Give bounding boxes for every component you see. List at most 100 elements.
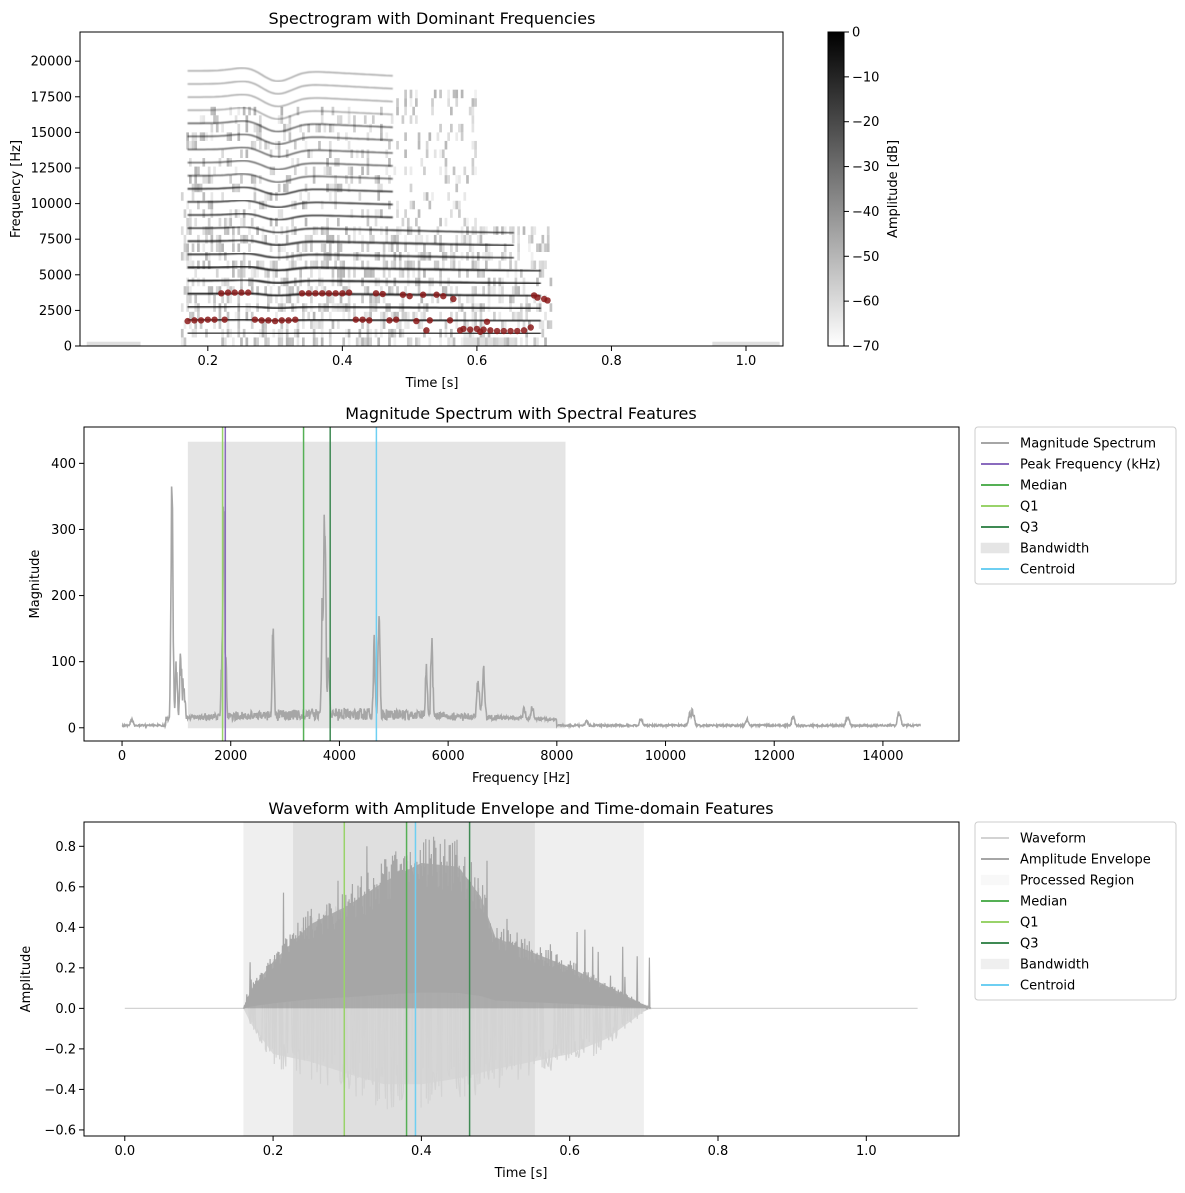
spectrogram-cell — [406, 269, 410, 278]
spectrogram-cell — [275, 217, 278, 227]
harmonic-band — [187, 278, 541, 285]
waveform-legend-label: Q1 — [1020, 916, 1039, 931]
spectrogram-cell — [334, 260, 337, 270]
spectrogram-cell — [417, 286, 421, 295]
spectrogram-cell — [307, 192, 311, 201]
spectrogram-cell — [541, 243, 545, 253]
spectrogram-cell — [347, 311, 351, 321]
harmonic-band — [187, 146, 393, 158]
spectrogram-cell — [544, 243, 547, 253]
spectrogram-cell — [544, 260, 547, 270]
spectrogram-cell — [460, 226, 464, 235]
dominant-frequency-marker — [413, 317, 420, 325]
spectrogram-cell — [404, 89, 407, 99]
spectrogram-cell — [366, 320, 370, 329]
spectrogram-cell — [253, 337, 257, 346]
spectrogram-cell — [180, 303, 184, 312]
spectrum-plot-area — [121, 427, 922, 741]
spectrogram-cell — [269, 286, 273, 295]
spectrogram-cell — [336, 115, 340, 124]
spectrogram-cell — [202, 243, 206, 253]
spectrogram-cell — [315, 320, 319, 329]
colorbar-ticks: 0 −10 −20 −30 −40 −50 −60 −70 — [844, 26, 879, 355]
spectrogram-cell — [377, 294, 381, 304]
spectrogram-cell — [194, 175, 198, 184]
spectrogram-cell — [476, 260, 480, 270]
colorbar-tick-label: −30 — [852, 160, 879, 175]
spectrogram-cell — [380, 286, 383, 295]
spectrogram-cell — [404, 311, 407, 321]
spectrogram-cell — [210, 192, 214, 201]
spectrogram-cell — [474, 149, 477, 159]
spectrogram-cell — [248, 243, 251, 253]
spectrogram-cell — [436, 260, 440, 270]
spectrogram-cell — [320, 115, 324, 124]
spectrogram-cell — [215, 243, 219, 253]
spectrogram-cell — [390, 260, 394, 270]
spectrogram-cell — [269, 260, 273, 270]
spectrogram-cell — [479, 320, 483, 329]
spectrogram-cell — [511, 234, 515, 244]
spectrogram-cell — [366, 149, 370, 159]
dominant-frequency-marker — [520, 327, 528, 334]
spectrogram-cell — [353, 226, 356, 235]
spectrogram-cell — [326, 217, 329, 227]
waveform-legend-swatch — [980, 958, 1010, 970]
spectrogram-cell — [215, 234, 219, 244]
dominant-frequency-marker — [265, 317, 272, 324]
spectrogram-cell — [347, 140, 351, 150]
spectrum-legend-label: Q3 — [1020, 521, 1039, 536]
spectrogram-cell — [237, 269, 241, 278]
spectrogram-cell — [256, 269, 259, 278]
spectrogram-cell — [363, 337, 367, 346]
waveform-legend-box — [974, 821, 1177, 1001]
spectrogram-cell — [433, 89, 437, 99]
spectrogram-cell — [197, 311, 200, 321]
spectrogram-cell — [342, 311, 346, 321]
spectrogram-cell — [458, 200, 461, 210]
spectrogram-cell — [530, 226, 534, 235]
spectrogram-cell — [525, 337, 529, 346]
spectrogram-cell — [511, 294, 515, 304]
spectrogram-cell — [304, 140, 308, 150]
spectrogram-cell — [267, 140, 270, 150]
waveform-y-tick-label: −0.6 — [44, 1123, 76, 1138]
spectrogram-cell — [482, 252, 485, 261]
spectrogram-cell — [366, 269, 370, 278]
spectrogram-cell — [417, 260, 421, 270]
spectrogram-cell — [302, 243, 305, 253]
spectrogram-cell — [466, 234, 469, 244]
dominant-frequency-marker — [466, 326, 474, 333]
spectrogram-cell — [452, 200, 456, 210]
spectrogram-cell — [186, 277, 189, 287]
dominant-frequency-marker — [278, 317, 286, 324]
spectrogram-cell — [546, 234, 550, 244]
spectrogram-cell — [331, 183, 335, 193]
spectrogram-cell — [223, 252, 227, 261]
spectrogram-cell — [415, 234, 418, 244]
spectrogram-cell — [277, 149, 281, 159]
spectrogram-cell — [291, 286, 294, 295]
spectrogram-cell — [347, 269, 351, 278]
spectrogram-cell — [264, 337, 268, 346]
spectrogram-cell — [528, 243, 531, 253]
spectrogram-cell — [210, 234, 214, 244]
spectrogram-cell — [501, 252, 504, 261]
spectrogram-cell — [328, 166, 332, 176]
spectrogram-cell — [275, 234, 278, 244]
spectrogram-cell — [541, 320, 545, 329]
spectrogram-cell — [197, 200, 200, 210]
spectrogram-cell — [493, 286, 496, 295]
spectrogram-cell — [417, 140, 421, 150]
spectrogram-cell — [366, 217, 370, 227]
spectrogram-cell — [401, 217, 405, 227]
spectrogram-cell — [248, 303, 251, 312]
spectrogram-cell — [232, 234, 235, 244]
spectrum-x-tick-label: 0 — [118, 749, 126, 764]
spectrogram-cell — [210, 286, 214, 295]
spectrogram-cell — [180, 328, 184, 338]
spectrum-y-label: Magnitude — [28, 550, 43, 619]
spectrogram-cell — [498, 294, 502, 304]
spectrogram-cell — [302, 132, 305, 141]
spectrogram-cell — [245, 311, 249, 321]
